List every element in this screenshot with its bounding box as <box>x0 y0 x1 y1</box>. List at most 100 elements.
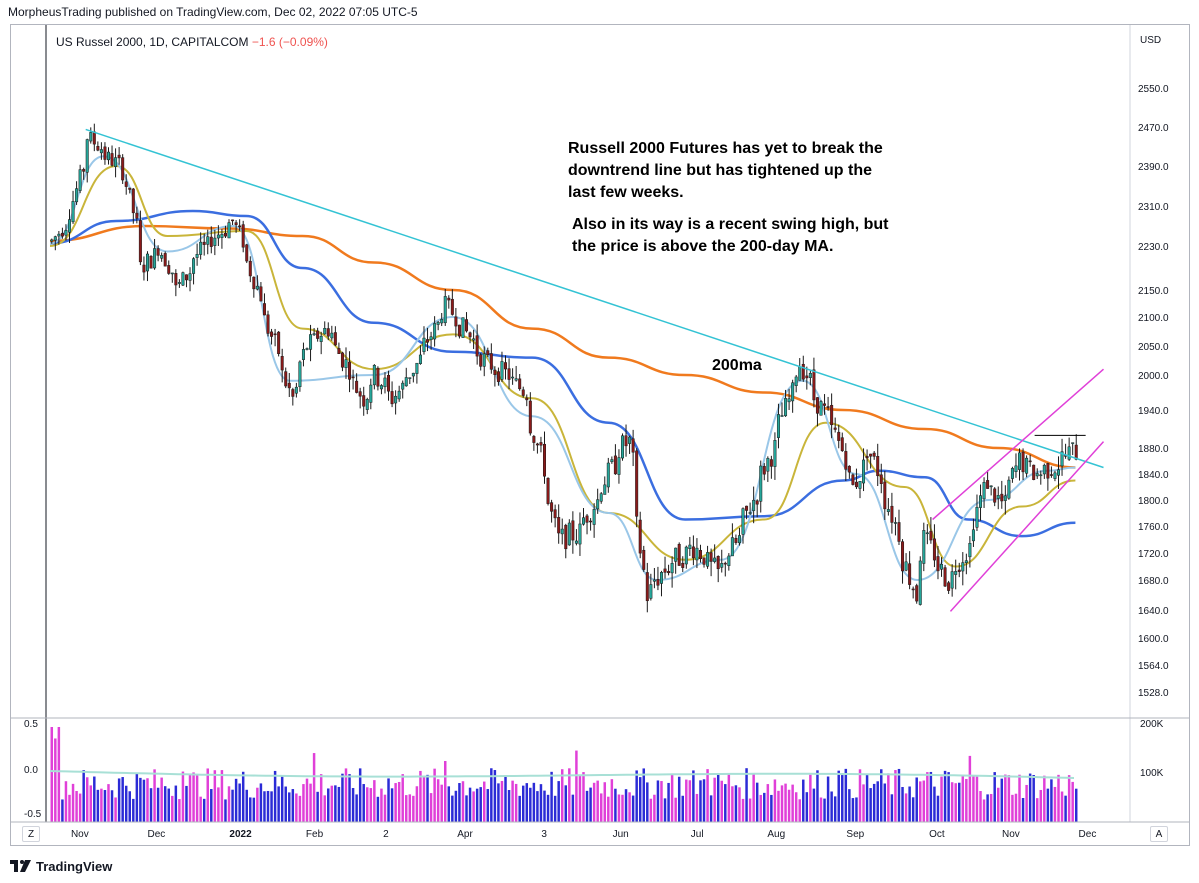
candle-body <box>496 371 500 382</box>
candle <box>684 545 688 569</box>
candle <box>961 552 965 586</box>
volume-bar <box>146 778 149 822</box>
volume-bar <box>748 798 752 822</box>
candles <box>50 123 1078 613</box>
volume-bar <box>575 750 578 822</box>
candle <box>1028 454 1032 467</box>
moving-averages <box>49 155 1076 582</box>
candle-body <box>635 450 639 517</box>
candle-body <box>443 296 447 324</box>
candle-body <box>472 338 476 341</box>
volume-bar <box>741 798 745 822</box>
candle-body <box>457 324 461 337</box>
ma200-tag: 200ma <box>712 357 762 374</box>
candle <box>465 312 469 333</box>
candle <box>730 523 734 557</box>
candle-body <box>652 579 656 582</box>
candle-body <box>174 272 178 286</box>
volume-bar <box>805 792 809 822</box>
candle-body <box>138 220 142 263</box>
candle <box>557 504 561 544</box>
candle <box>192 257 196 285</box>
candle-body <box>706 552 710 567</box>
volume-bar <box>362 784 365 822</box>
candle-body <box>156 248 160 256</box>
volume-bar <box>422 777 426 822</box>
candle-body <box>394 395 398 404</box>
candle <box>1057 456 1060 489</box>
candle <box>131 187 135 224</box>
candle-body <box>642 549 646 570</box>
candle-body <box>819 401 823 416</box>
candle-body <box>979 495 983 508</box>
volume-bar <box>238 783 241 822</box>
candle <box>667 564 671 576</box>
candle <box>755 499 759 518</box>
volume-bar <box>305 778 309 822</box>
volume-bar <box>571 794 575 822</box>
candle-body <box>876 456 880 477</box>
candle-body <box>574 540 578 544</box>
candle <box>468 331 472 344</box>
candle <box>599 492 603 504</box>
auto-scale-left-button[interactable]: Z <box>22 826 40 842</box>
candle-body <box>128 187 132 190</box>
volume-bar <box>734 785 738 822</box>
candle-body <box>1018 452 1022 470</box>
volume-bar <box>518 795 521 822</box>
candle <box>1039 470 1043 485</box>
candle <box>847 465 851 479</box>
candle <box>418 345 422 365</box>
candle-body <box>1000 493 1004 502</box>
volume-bar <box>1025 784 1028 822</box>
candle-body <box>851 474 855 485</box>
candle-body <box>188 273 192 281</box>
candle-body <box>103 146 107 160</box>
candle-body <box>429 336 433 340</box>
candle <box>596 488 600 514</box>
candle-body <box>925 532 929 535</box>
candle-body <box>677 543 681 566</box>
candle-body <box>149 255 153 269</box>
chart-frame[interactable] <box>10 24 1190 846</box>
volume-bar <box>532 782 536 822</box>
candle <box>287 372 291 397</box>
candle-body <box>674 547 678 562</box>
volume-ma-line <box>49 770 1075 779</box>
ma-20-line <box>49 164 1076 568</box>
candle-body <box>426 339 430 343</box>
volume-bar <box>1071 781 1074 822</box>
candle-body <box>195 254 199 258</box>
candle <box>727 553 731 571</box>
candle-body <box>234 222 238 225</box>
volume-bar <box>454 790 458 822</box>
candle <box>521 386 525 398</box>
candle-body <box>915 585 919 602</box>
candle <box>670 556 674 588</box>
candle-body <box>206 236 210 245</box>
auto-scale-right-button[interactable]: A <box>1150 826 1168 842</box>
candle <box>436 320 440 331</box>
volume-bar <box>904 793 908 822</box>
candle-body <box>362 395 366 407</box>
note-swing-high: Also in its way is a recent swing high, … <box>572 216 889 255</box>
candle <box>635 448 639 528</box>
volume-bar <box>692 770 695 822</box>
candle <box>376 366 380 391</box>
candle <box>153 239 157 270</box>
candle <box>613 444 617 475</box>
candle <box>759 460 763 513</box>
symbol-legend[interactable]: US Russel 2000, 1D, CAPITALCOM −1.6 (−0.… <box>56 35 328 49</box>
volume-bar <box>975 776 979 822</box>
volume-bar <box>511 780 514 822</box>
candle-body <box>971 529 975 542</box>
candle <box>794 374 798 393</box>
volume-bar <box>582 772 585 822</box>
candle <box>326 322 330 341</box>
volume-bar <box>440 784 443 822</box>
candle <box>280 348 284 383</box>
candle-body <box>823 403 827 406</box>
time-tick-label: Apr <box>457 829 473 840</box>
candle-body <box>592 509 596 525</box>
